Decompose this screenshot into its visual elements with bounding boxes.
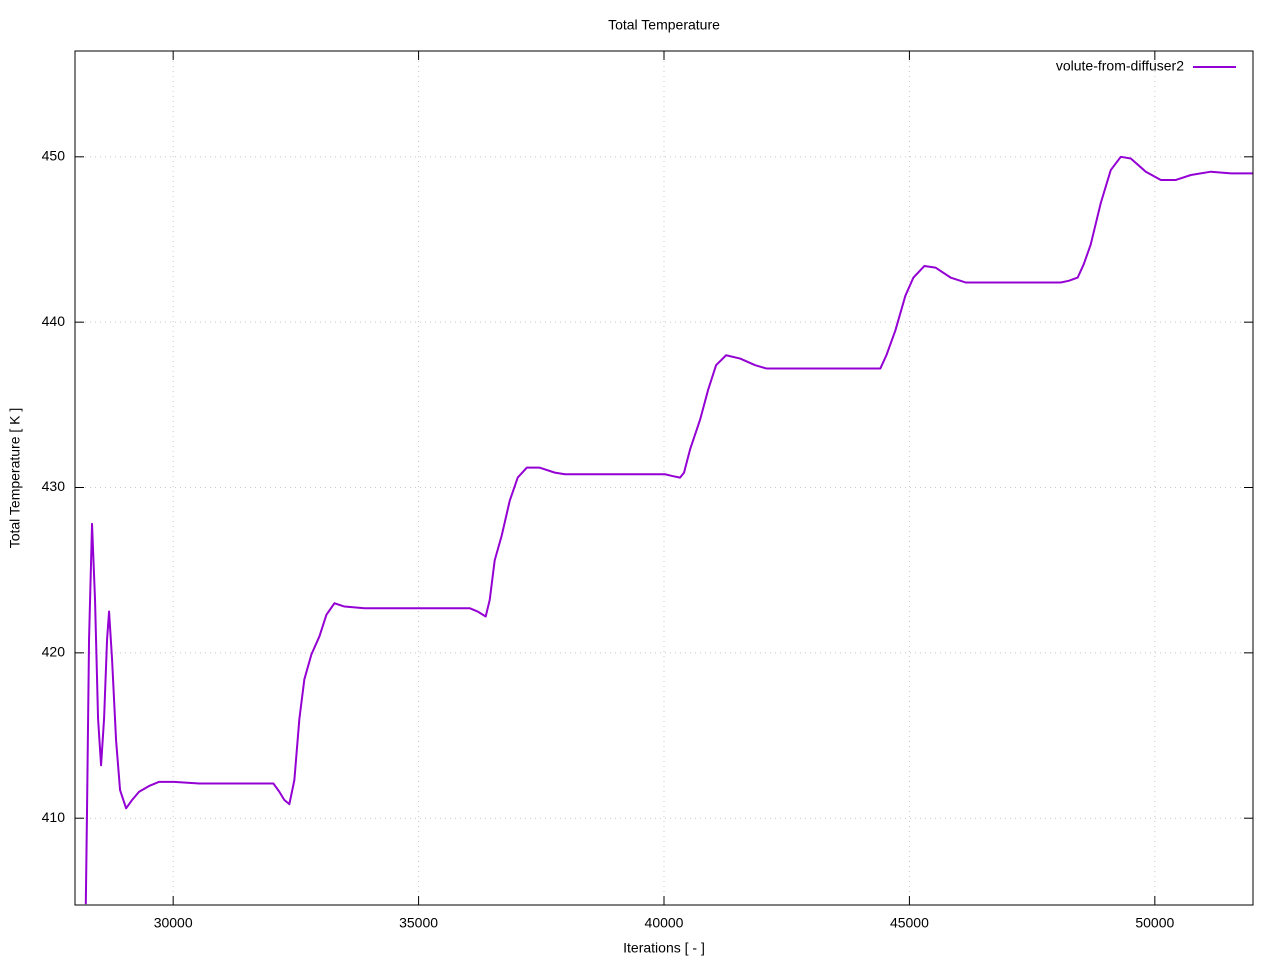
y-tick-label: 430	[42, 478, 66, 494]
y-tick-label: 440	[42, 313, 66, 329]
x-tick-label: 50000	[1135, 915, 1174, 931]
grid	[75, 51, 1253, 905]
x-tick-label: 30000	[154, 915, 193, 931]
x-axis-label: Iterations [ - ]	[623, 940, 705, 956]
x-tick-label: 35000	[399, 915, 438, 931]
x-tick-label: 40000	[645, 915, 684, 931]
chart-title: Total Temperature	[608, 17, 720, 33]
legend: volute-from-diffuser2	[1056, 58, 1236, 74]
y-tick-label: 420	[42, 644, 66, 660]
data-line	[84, 155, 1253, 905]
y-tick-label: 450	[42, 148, 66, 164]
x-tick-label: 45000	[890, 915, 929, 931]
y-axis-label: Total Temperature [ K ]	[7, 408, 23, 549]
plot-area	[84, 155, 1253, 905]
y-tick-label: 410	[42, 809, 66, 825]
legend-label: volute-from-diffuser2	[1056, 58, 1184, 74]
